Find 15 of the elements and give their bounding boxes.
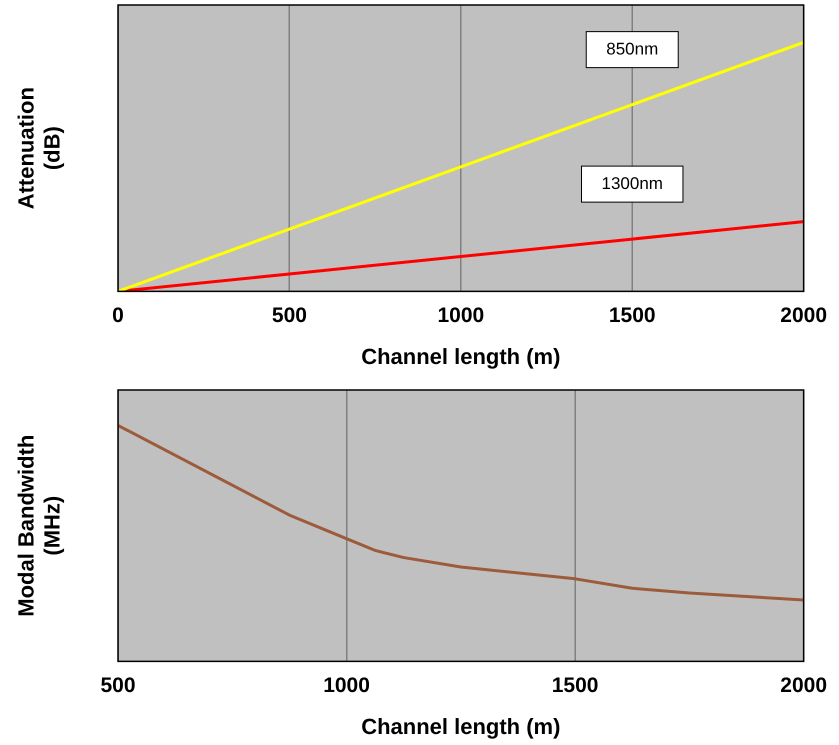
text: 1300nm (602, 174, 663, 193)
x-tick-label: 1000 (323, 674, 370, 697)
x-axis-title: Channel length (m) (361, 344, 560, 369)
x-tick-label: 500 (100, 674, 136, 697)
text: 850nm (606, 39, 658, 58)
x-tick-label: 2000 (780, 674, 827, 697)
x-tick-label: 0 (112, 304, 124, 327)
x-axis-title: Channel length (m) (361, 714, 560, 739)
y-axis-title: Attenuation (dB) (13, 87, 65, 210)
x-tick-label: 500 (272, 304, 307, 327)
x-tick-label: 1500 (552, 674, 598, 697)
x-tick-label: 1000 (437, 304, 484, 327)
x-tick-label: 1500 (608, 304, 656, 327)
y-axis-title: Modal Bandwidth (MHz) (13, 434, 65, 617)
x-tick-label: 2000 (780, 304, 827, 327)
